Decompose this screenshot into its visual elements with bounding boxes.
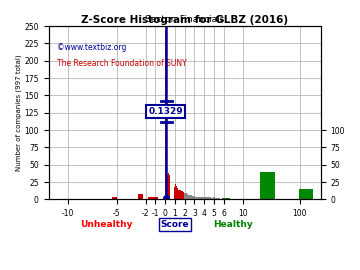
Bar bbox=[185, 193, 186, 200]
Bar bbox=[112, 197, 117, 200]
Bar bbox=[165, 29, 166, 200]
Bar bbox=[187, 194, 188, 200]
Bar bbox=[180, 190, 181, 200]
Title: Z-Score Histogram for GLBZ (2016): Z-Score Histogram for GLBZ (2016) bbox=[81, 15, 288, 25]
Bar bbox=[181, 191, 182, 200]
Bar bbox=[201, 197, 203, 200]
Text: Healthy: Healthy bbox=[213, 220, 253, 229]
Bar bbox=[222, 198, 230, 200]
Text: Sector: Financials: Sector: Financials bbox=[145, 15, 224, 24]
Bar bbox=[178, 190, 179, 200]
Bar bbox=[148, 197, 153, 200]
Bar bbox=[186, 193, 187, 200]
Bar bbox=[139, 194, 143, 200]
Bar bbox=[217, 198, 220, 200]
Bar bbox=[193, 196, 194, 200]
Text: ©www.textbiz.org: ©www.textbiz.org bbox=[57, 43, 126, 52]
Bar bbox=[211, 198, 213, 200]
Bar bbox=[203, 197, 205, 200]
Bar bbox=[195, 197, 197, 200]
Bar bbox=[215, 198, 217, 200]
Text: Unhealthy: Unhealthy bbox=[81, 220, 133, 229]
Text: Score: Score bbox=[161, 220, 189, 229]
Bar bbox=[190, 195, 191, 200]
Bar bbox=[177, 188, 178, 200]
Bar bbox=[184, 193, 185, 200]
Bar bbox=[182, 191, 183, 200]
Bar bbox=[153, 197, 158, 200]
Bar bbox=[176, 185, 177, 200]
Text: The Research Foundation of SUNY: The Research Foundation of SUNY bbox=[57, 59, 186, 68]
Bar bbox=[170, 177, 171, 200]
Bar bbox=[179, 190, 180, 200]
Bar bbox=[188, 195, 189, 200]
Bar bbox=[209, 197, 211, 200]
Bar bbox=[192, 196, 193, 200]
Text: 0.1329: 0.1329 bbox=[148, 107, 183, 116]
Y-axis label: Number of companies (997 total): Number of companies (997 total) bbox=[15, 55, 22, 171]
Bar bbox=[172, 182, 174, 200]
Bar bbox=[260, 172, 275, 200]
Bar bbox=[197, 197, 199, 200]
Bar bbox=[199, 197, 201, 200]
Bar bbox=[205, 197, 207, 200]
Bar bbox=[168, 175, 170, 200]
Bar bbox=[191, 195, 192, 200]
Bar bbox=[299, 189, 314, 200]
Bar bbox=[213, 197, 215, 200]
Bar bbox=[189, 195, 190, 200]
Bar bbox=[207, 197, 209, 200]
Bar bbox=[194, 196, 195, 200]
Bar bbox=[175, 184, 176, 200]
Bar bbox=[183, 192, 184, 200]
